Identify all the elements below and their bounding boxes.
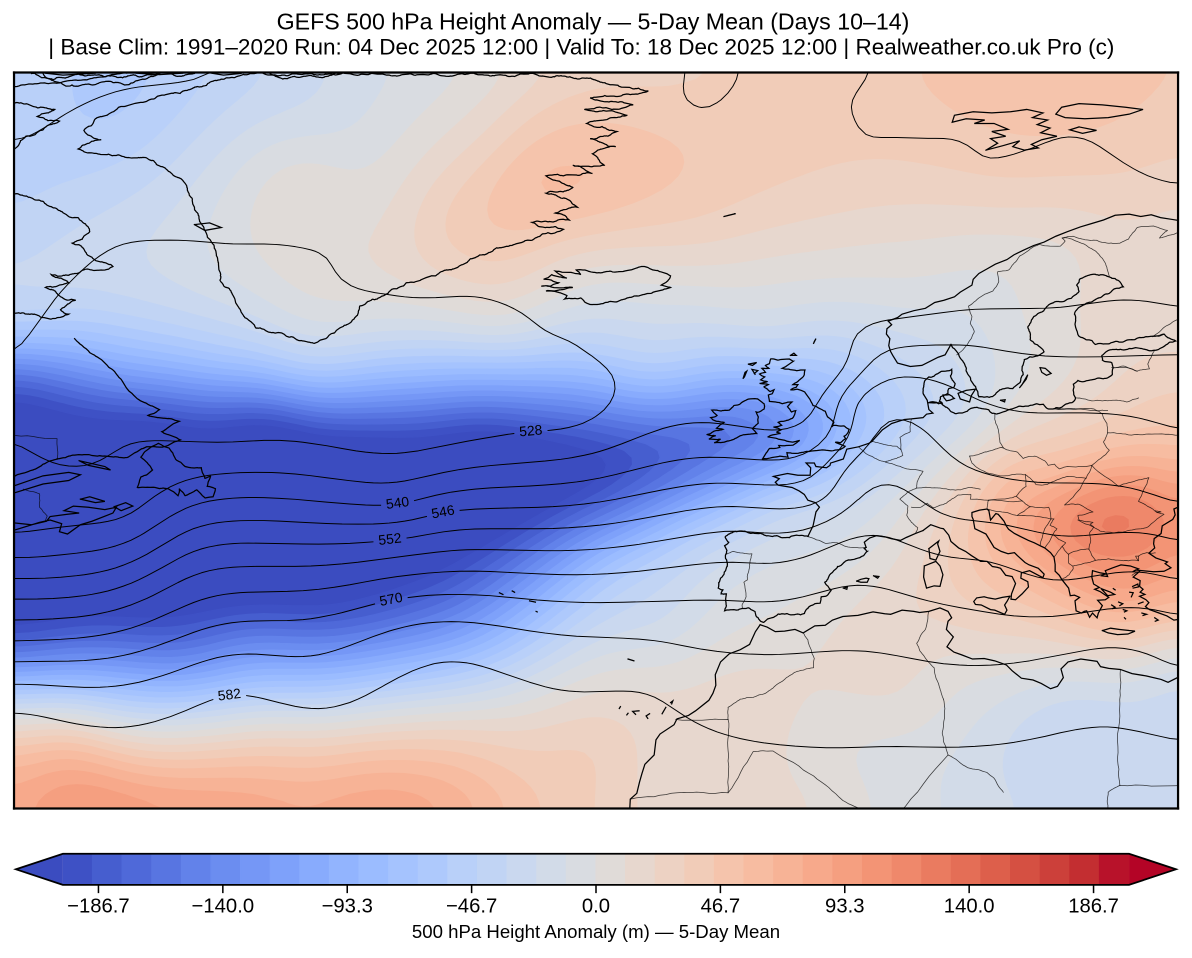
svg-text:140.0: 140.0 [944, 896, 995, 918]
svg-text:−93.3: −93.3 [322, 896, 373, 918]
svg-text:| Base Clim: 1991–2020 Run: 04: | Base Clim: 1991–2020 Run: 04 Dec 2025 … [48, 35, 1114, 60]
svg-text:552: 552 [377, 529, 402, 548]
svg-text:46.7: 46.7 [701, 896, 740, 918]
svg-text:540: 540 [385, 493, 410, 512]
svg-text:582: 582 [217, 685, 242, 704]
svg-text:500 hPa Height Anomaly (m) — 5: 500 hPa Height Anomaly (m) — 5-Day Mean [412, 921, 780, 942]
svg-text:546: 546 [430, 501, 456, 521]
svg-text:93.3: 93.3 [825, 896, 864, 918]
svg-text:186.7: 186.7 [1068, 896, 1119, 918]
svg-text:528: 528 [519, 421, 544, 439]
svg-text:0.0: 0.0 [582, 896, 610, 918]
svg-text:−140.0: −140.0 [192, 896, 255, 918]
svg-text:−46.7: −46.7 [446, 896, 497, 918]
svg-text:570: 570 [378, 589, 404, 609]
svg-text:GEFS 500 hPa Height Anomaly —: GEFS 500 hPa Height Anomaly — 5-Day Mean… [277, 8, 910, 34]
svg-text:−186.7: −186.7 [67, 896, 130, 918]
